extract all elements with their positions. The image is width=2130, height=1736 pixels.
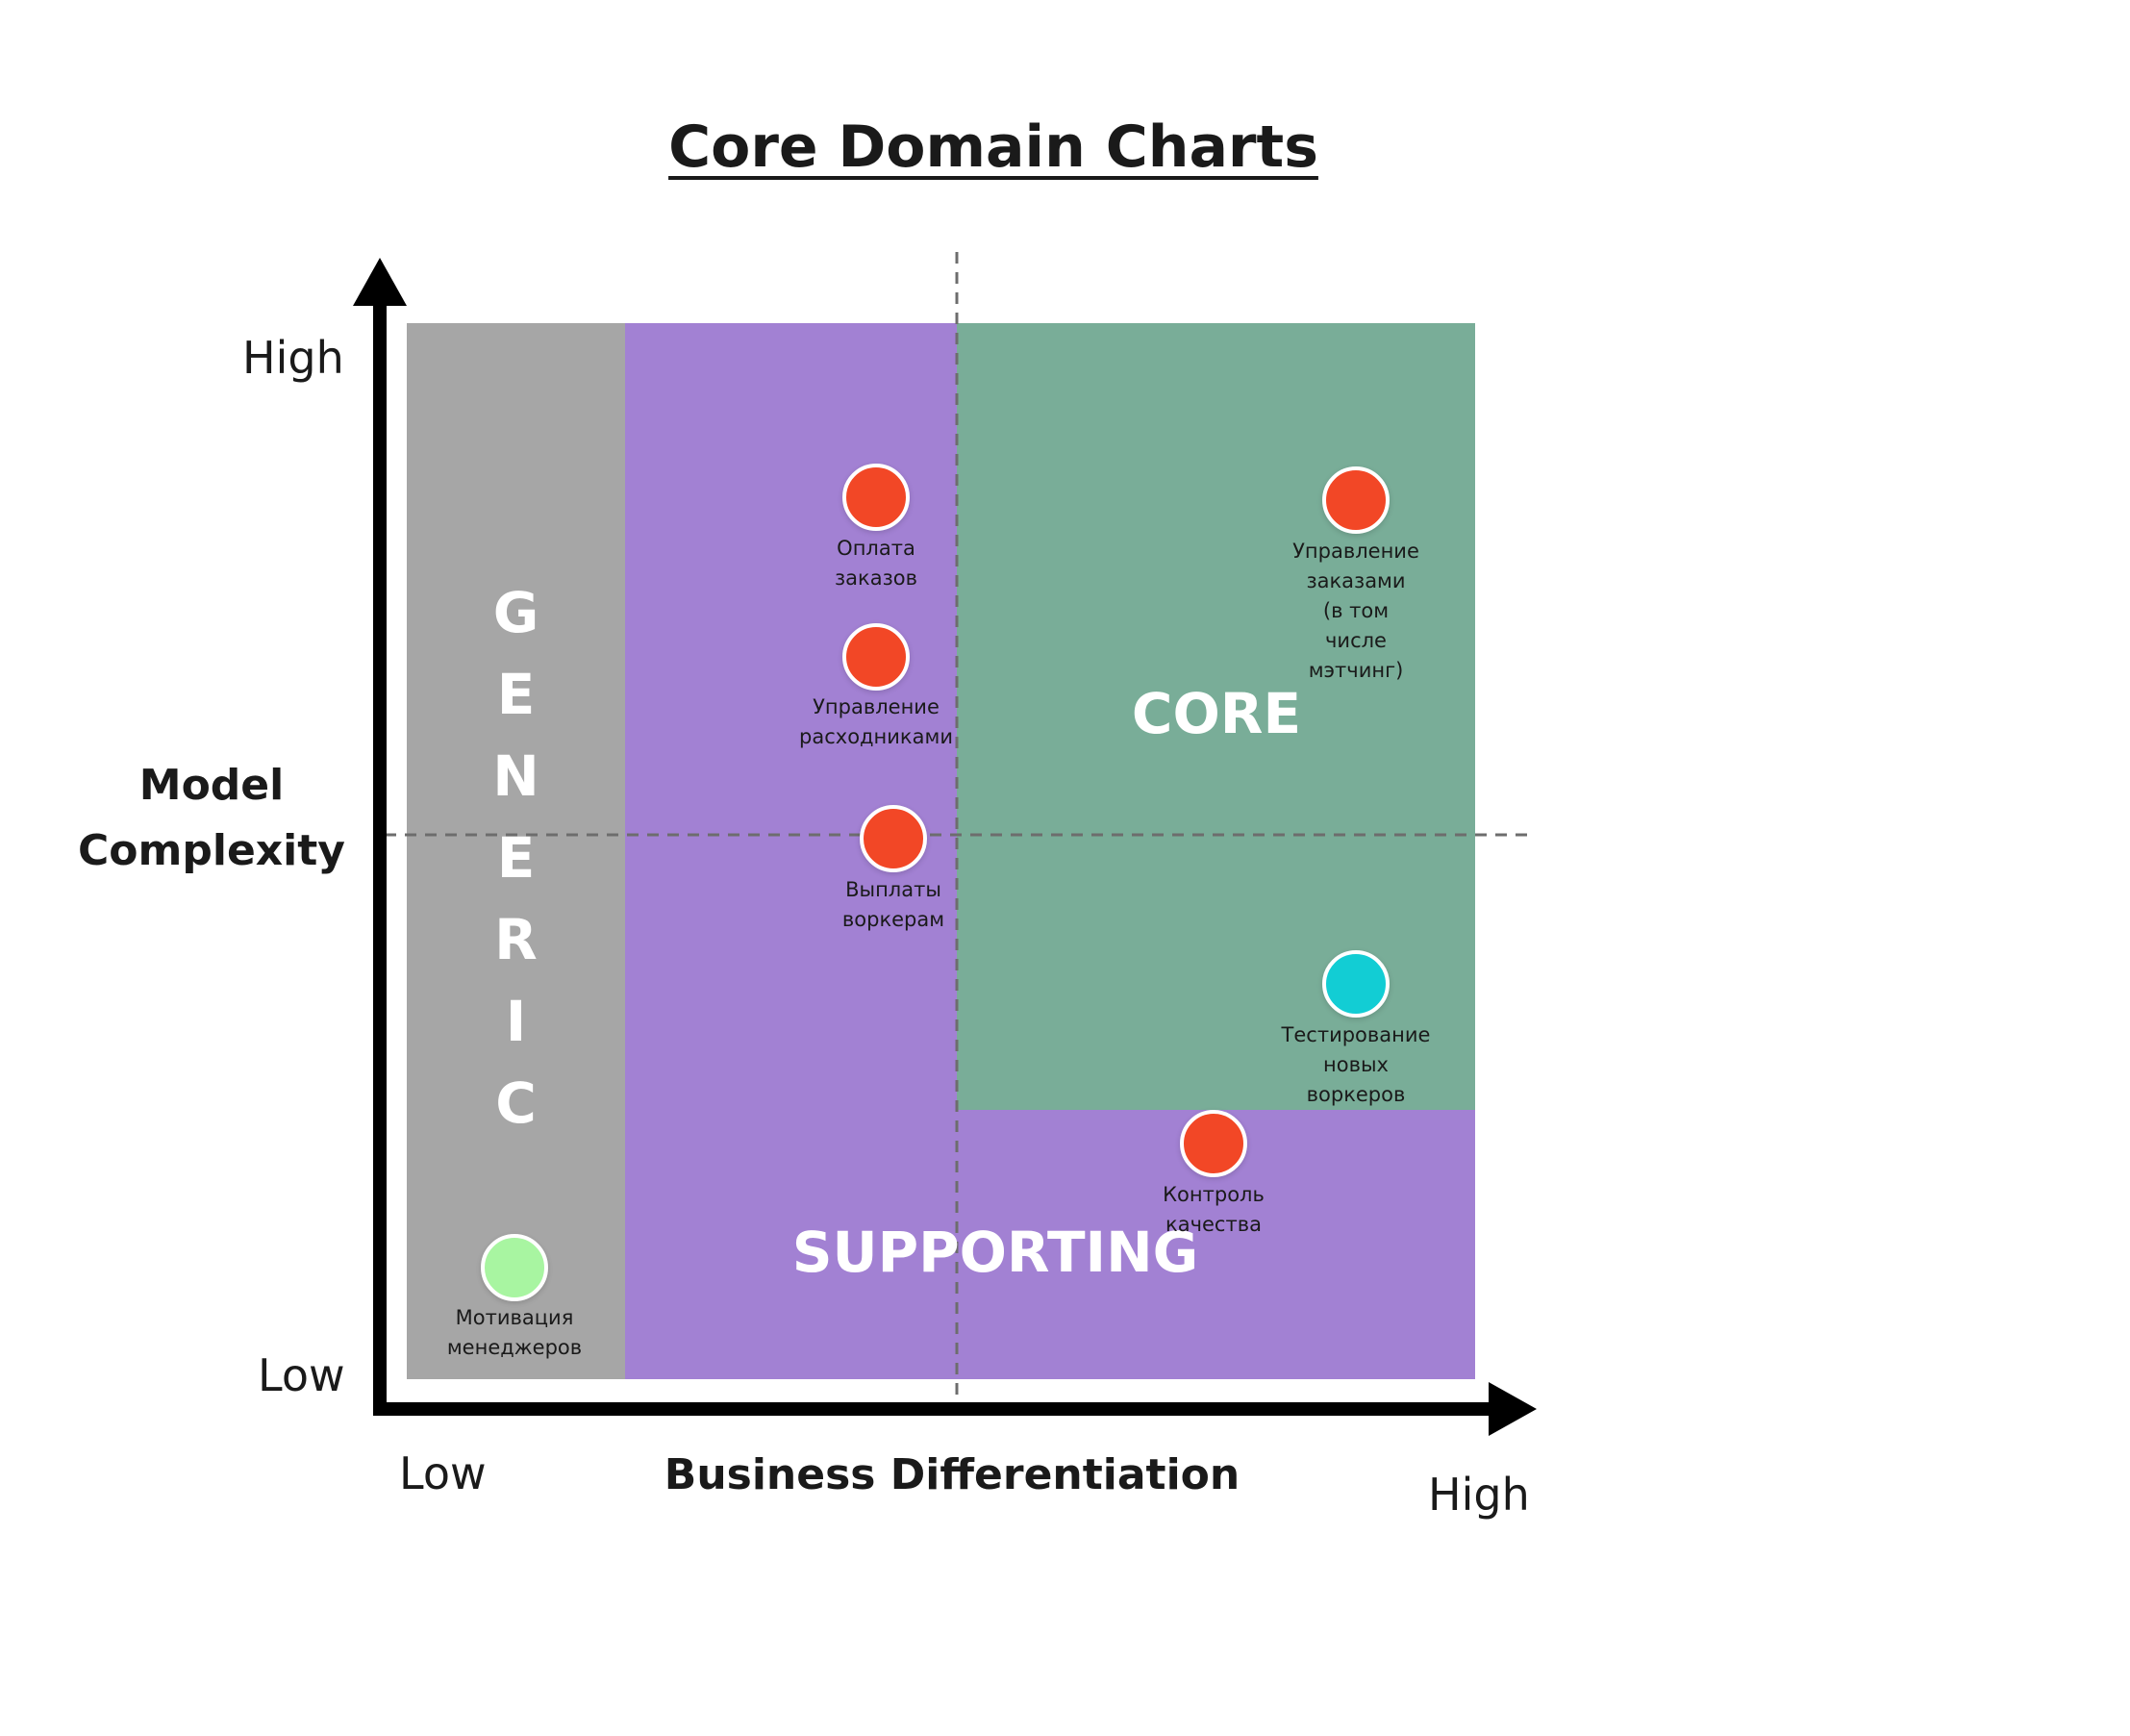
x-axis-title: Business Differentiation bbox=[664, 1450, 1240, 1499]
item-marker-quality-control[interactable] bbox=[1180, 1110, 1247, 1177]
item-label-worker-testing: Тестирование новых воркеров bbox=[1250, 1020, 1462, 1110]
item-marker-worker-testing[interactable] bbox=[1322, 950, 1390, 1018]
item-label-line: воркерам bbox=[841, 908, 945, 931]
y-axis-title-line-2: Complexity bbox=[78, 826, 345, 875]
generic-zone-label: G E N E R I C bbox=[407, 572, 625, 1145]
item-label-line: Выплаты bbox=[845, 878, 941, 901]
generic-zone bbox=[407, 323, 625, 1379]
y-axis-arrowhead bbox=[353, 258, 407, 306]
item-label-line: расходниками bbox=[799, 725, 953, 748]
item-label-line: заказами bbox=[1306, 569, 1406, 592]
item-label-line: качества bbox=[1165, 1213, 1262, 1236]
item-label-line: (в том bbox=[1322, 599, 1390, 622]
y-axis-title-line-1: Model bbox=[138, 761, 285, 810]
generic-letter: N bbox=[492, 743, 539, 809]
item-label-line: Оплата bbox=[837, 537, 915, 560]
item-label-line: воркеров bbox=[1306, 1083, 1406, 1106]
item-label-quality-control: Контроль качества bbox=[1108, 1180, 1319, 1240]
generic-letter: R bbox=[494, 907, 538, 972]
item-label-order-management: Управление заказами (в том числе мэтчинг… bbox=[1250, 537, 1462, 686]
generic-letter: E bbox=[496, 825, 536, 891]
item-label-line: числе bbox=[1325, 629, 1387, 652]
y-axis-title: Model Complexity bbox=[58, 753, 365, 884]
x-axis-arrowhead bbox=[1489, 1382, 1537, 1436]
item-label-line: Управление bbox=[1292, 540, 1419, 563]
supporting-zone-label: SUPPORTING bbox=[791, 1220, 1199, 1285]
item-label-line: мэтчинг) bbox=[1308, 659, 1404, 682]
item-marker-consumables[interactable] bbox=[842, 623, 910, 691]
item-label-line: Управление bbox=[813, 695, 940, 718]
item-label-line: менеджеров bbox=[446, 1336, 583, 1359]
chart-title: Core Domain Charts bbox=[668, 113, 1318, 181]
supporting-zone-lower bbox=[625, 1110, 1475, 1379]
generic-letter: I bbox=[505, 989, 527, 1054]
item-label-line: Тестирование bbox=[1281, 1023, 1431, 1046]
x-axis-low-label: Low bbox=[399, 1447, 487, 1499]
item-marker-order-management[interactable] bbox=[1322, 466, 1390, 534]
item-label-line: Мотивация bbox=[455, 1306, 574, 1329]
item-label-payment: Оплата заказов bbox=[770, 534, 982, 593]
item-marker-worker-payouts[interactable] bbox=[860, 805, 927, 872]
item-label-line: Контроль bbox=[1163, 1183, 1265, 1206]
item-label-consumables: Управление расходниками bbox=[770, 692, 982, 752]
generic-letter: C bbox=[495, 1070, 537, 1136]
x-axis-high-label: High bbox=[1428, 1469, 1530, 1521]
item-label-manager-motivation: Мотивация менеджеров bbox=[409, 1303, 620, 1363]
item-marker-payment[interactable] bbox=[842, 464, 910, 531]
generic-letter: E bbox=[496, 662, 536, 727]
core-zone-label: CORE bbox=[1131, 681, 1302, 746]
y-axis-high-label: High bbox=[242, 332, 344, 384]
item-label-line: новых bbox=[1323, 1053, 1389, 1076]
item-label-line: заказов bbox=[835, 566, 917, 590]
generic-letter: G bbox=[492, 580, 539, 645]
item-label-worker-payouts: Выплаты воркерам bbox=[788, 875, 999, 935]
item-marker-manager-motivation[interactable] bbox=[481, 1234, 548, 1301]
y-axis-low-label: Low bbox=[258, 1349, 345, 1401]
supporting-zone-upper bbox=[625, 323, 957, 1110]
